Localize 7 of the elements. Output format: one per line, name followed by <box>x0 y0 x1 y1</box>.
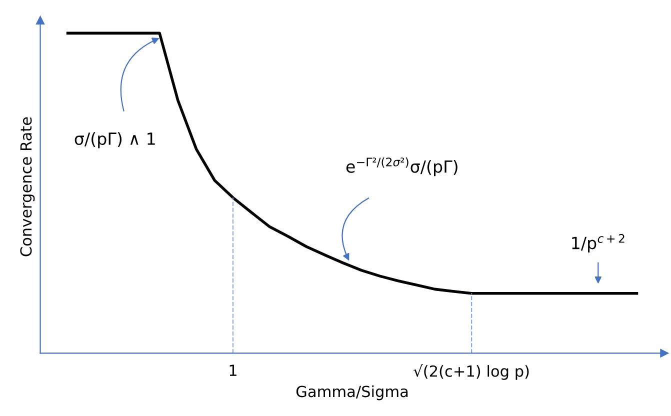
x-tick-label: 1 <box>230 364 236 376</box>
annotation: 1/p$^{c+2}$ <box>572 234 624 253</box>
annotation: σ/(pΓ) ∧ 1 <box>74 132 155 148</box>
x-axis-title: Gamma/Sigma <box>296 385 408 400</box>
annotation: e$^{−Γ²/(2σ²)}$σ/(pΓ) <box>346 157 458 176</box>
x-tick-label: √(2(c+1) log p) <box>414 364 529 380</box>
y-axis-title: Convergence Rate <box>20 117 35 256</box>
